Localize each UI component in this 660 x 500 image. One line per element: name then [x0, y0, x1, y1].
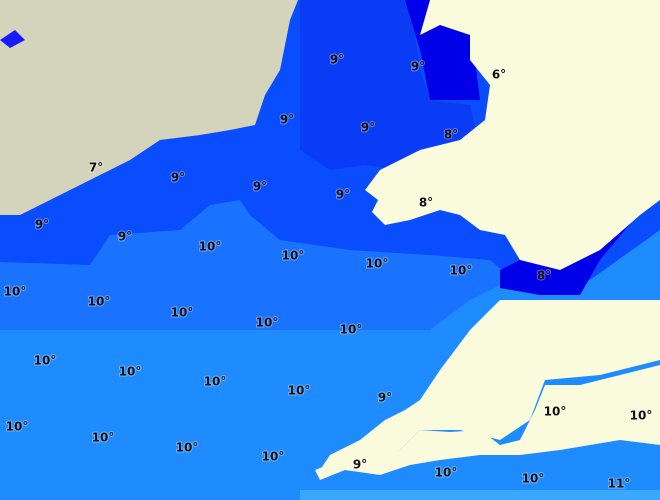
- temperature-label: 9°: [411, 60, 425, 74]
- temperature-label: 9°: [336, 188, 350, 202]
- temperature-label: 10°: [435, 466, 458, 480]
- temperature-labels: 9° 9° 6° 9° 9° 8° 7° 9° 9° 9° 8° 9° 9° 10° 10° 10° 10° 8°…: [3, 52, 654, 492]
- temperature-label: 6°: [492, 68, 506, 82]
- temperature-label: 10°: [282, 249, 305, 263]
- temperature-label: 10°: [34, 354, 57, 368]
- land-devon: [320, 300, 660, 470]
- temperature-label: 10°: [522, 472, 545, 486]
- temperature-label: 10°: [262, 450, 285, 464]
- temperature-label: 9°: [171, 171, 185, 185]
- temperature-label: 9°: [361, 121, 375, 135]
- sea-warmest: [300, 490, 660, 500]
- temperature-label: 10°: [176, 441, 199, 455]
- temperature-label: 9°: [280, 113, 294, 127]
- land-france: [0, 0, 298, 215]
- temperature-label: 9°: [378, 391, 392, 405]
- inlet: [0, 30, 25, 48]
- temperature-label: 9°: [253, 180, 267, 194]
- temperature-label: 8°: [537, 269, 551, 283]
- sea-cooler: [300, 0, 480, 170]
- temperature-label: 11°: [608, 477, 631, 491]
- temperature-label: 10°: [340, 323, 363, 337]
- temperature-label: 8°: [419, 196, 433, 210]
- land-cornwall: [315, 365, 660, 480]
- temperature-label: 10°: [256, 316, 279, 330]
- temperature-label: 10°: [450, 264, 473, 278]
- temperature-label: 10°: [4, 285, 27, 299]
- temperature-label: 7°: [89, 161, 103, 175]
- temperature-label: 9°: [330, 53, 344, 67]
- temperature-label: 10°: [199, 240, 222, 254]
- temperature-label: 10°: [630, 409, 653, 423]
- temperature-label: 10°: [6, 420, 29, 434]
- temperature-label: 10°: [366, 257, 389, 271]
- temperature-label: 9°: [35, 218, 49, 232]
- temperature-label: 8°: [444, 128, 458, 142]
- temperature-label: 10°: [544, 405, 567, 419]
- land-wales: [365, 0, 660, 270]
- temperature-label: 10°: [288, 384, 311, 398]
- temperature-label: 9°: [118, 230, 132, 244]
- temperature-label: 10°: [88, 295, 111, 309]
- temperature-label: 10°: [92, 431, 115, 445]
- temperature-label: 10°: [119, 365, 142, 379]
- temperature-label: 10°: [204, 375, 227, 389]
- temperature-label: 10°: [171, 306, 194, 320]
- temperature-label: 9°: [353, 458, 367, 472]
